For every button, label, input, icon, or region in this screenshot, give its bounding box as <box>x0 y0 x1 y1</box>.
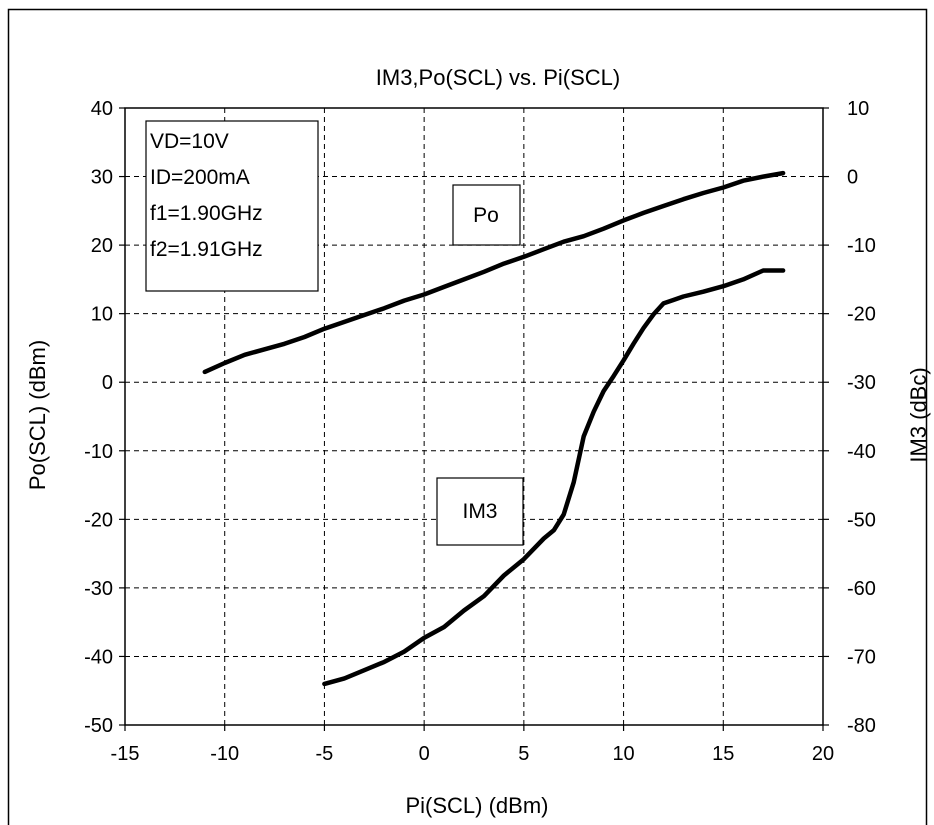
y-tick-label: -20 <box>84 509 113 531</box>
x-tick-label: 20 <box>812 743 834 765</box>
y-tick-label: 20 <box>91 235 113 257</box>
y2-tick-label: -40 <box>847 441 876 463</box>
y2-tick-label: -60 <box>847 578 876 600</box>
chart-area-border <box>7 8 928 825</box>
x-tick-label: 15 <box>712 743 734 765</box>
po-label-box: Po <box>452 184 521 246</box>
conditions-box-frame <box>145 120 319 292</box>
y-tick-label: -50 <box>84 715 113 737</box>
chart-title: IM3,Po(SCL) vs. Pi(SCL) <box>376 65 621 90</box>
condition-vd: VD=10V <box>150 130 229 153</box>
x-tick-label: -15 <box>111 743 140 765</box>
y2-tick-label: -20 <box>847 304 876 326</box>
y-tick-label: 0 <box>102 372 113 394</box>
y2-axis-title: IM3 (dBc) <box>906 367 931 462</box>
y-tick-label: -10 <box>84 441 113 463</box>
y2-tick-label: -10 <box>847 235 876 257</box>
x-tick-label: -5 <box>316 743 334 765</box>
y-axis-title: Po(SCL) (dBm) <box>25 340 50 490</box>
y2-tick-label: 0 <box>847 167 858 189</box>
plot-area <box>124 107 824 726</box>
y2-tick-label: -80 <box>847 715 876 737</box>
y-tick-label: 30 <box>91 167 113 189</box>
series-line-im3 <box>322 268 786 687</box>
y2-tick-label: 10 <box>847 98 869 120</box>
conditions-box: VD=10V ID=200mA f1=1.90GHz f2=1.91GHz <box>145 120 319 292</box>
po-label-frame <box>452 184 521 246</box>
y-tick-label: 40 <box>91 98 113 120</box>
condition-f1: f1=1.90GHz <box>150 202 263 225</box>
y-tick-label: 10 <box>91 304 113 326</box>
condition-f2: f2=1.91GHz <box>150 238 263 261</box>
x-tick-label: 5 <box>518 743 529 765</box>
x-tick-label: 10 <box>612 743 634 765</box>
y-tick-label: -30 <box>84 578 113 600</box>
x-tick-label: -10 <box>210 743 239 765</box>
y-tick-label: -40 <box>84 646 113 668</box>
im3-label-box: IM3 <box>436 477 524 546</box>
y2-tick-label: -30 <box>847 372 876 394</box>
series-lines <box>202 170 786 687</box>
y2-tick-label: -70 <box>847 646 876 668</box>
y2-tick-label: -50 <box>847 509 876 531</box>
tick-labels: -15 -10 -5 0 5 10 15 20403020100-10-20-30-40-50… <box>84 98 876 765</box>
series-line-po <box>202 170 786 375</box>
x-axis-title: Pi(SCL) (dBm) <box>405 793 548 818</box>
condition-id: ID=200mA <box>150 166 250 189</box>
im3-label: IM3 <box>462 500 497 523</box>
x-tick-label: 0 <box>419 743 430 765</box>
po-label: Po <box>473 204 499 227</box>
im3-label-frame <box>436 477 524 546</box>
